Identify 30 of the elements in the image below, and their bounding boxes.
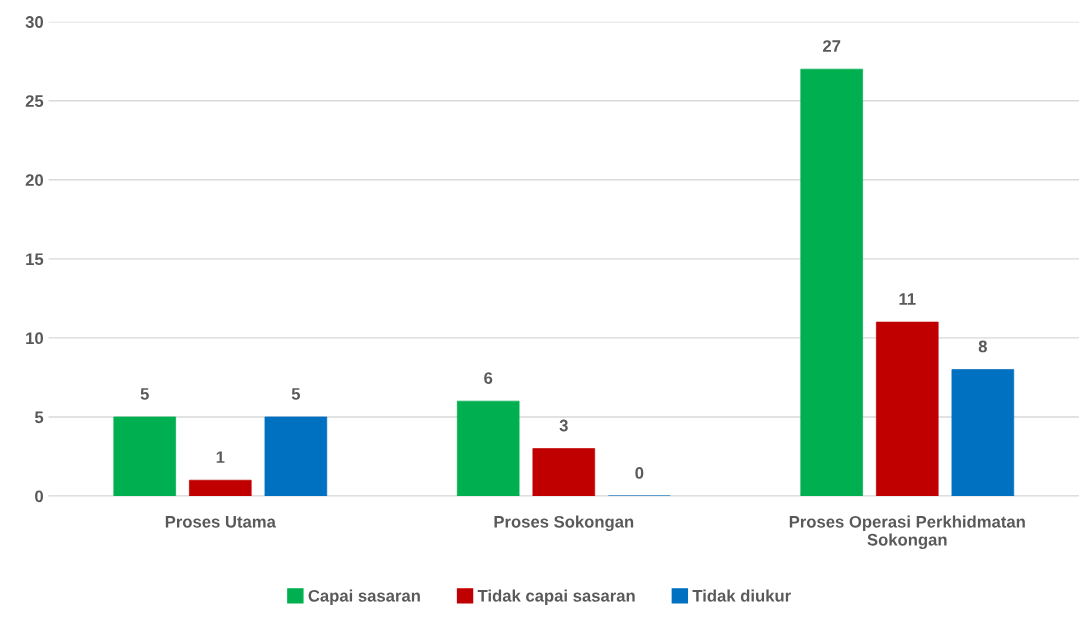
bar xyxy=(532,448,596,496)
x-tick-label: Proses Operasi Perkhidmatan Sokongan xyxy=(789,515,1025,550)
data-label: 0 xyxy=(635,467,644,479)
y-tick-label: 20 xyxy=(25,174,44,186)
y-tick-label: 30 xyxy=(25,16,44,28)
data-label: 5 xyxy=(140,388,149,400)
x-tick-label: Proses Sokongan xyxy=(494,515,634,532)
bar xyxy=(113,416,176,496)
data-label: 6 xyxy=(484,372,493,384)
bar xyxy=(456,400,520,496)
bar xyxy=(189,479,252,496)
bar xyxy=(876,321,939,496)
y-tick-label: 15 xyxy=(26,253,44,266)
data-label: 11 xyxy=(899,293,916,305)
data-label: 5 xyxy=(291,388,301,400)
data-label: 8 xyxy=(978,340,987,353)
y-tick-label: 5 xyxy=(34,411,44,424)
bar xyxy=(951,369,1015,496)
legend-label: Tidak diukur xyxy=(692,589,791,602)
y-tick-label: 25 xyxy=(25,95,44,107)
data-label: 1 xyxy=(216,451,225,463)
legend-label: Capai sasaran xyxy=(308,589,420,605)
data-label: 27 xyxy=(823,40,841,52)
bar xyxy=(264,416,328,496)
y-tick-label: 10 xyxy=(26,332,44,345)
y-tick-label: 0 xyxy=(35,490,44,503)
data-label: 3 xyxy=(559,419,568,432)
legend-label: Tidak capai sasaran xyxy=(477,589,635,605)
bar xyxy=(800,68,863,496)
x-tick-label: Proses Utama xyxy=(165,516,276,528)
